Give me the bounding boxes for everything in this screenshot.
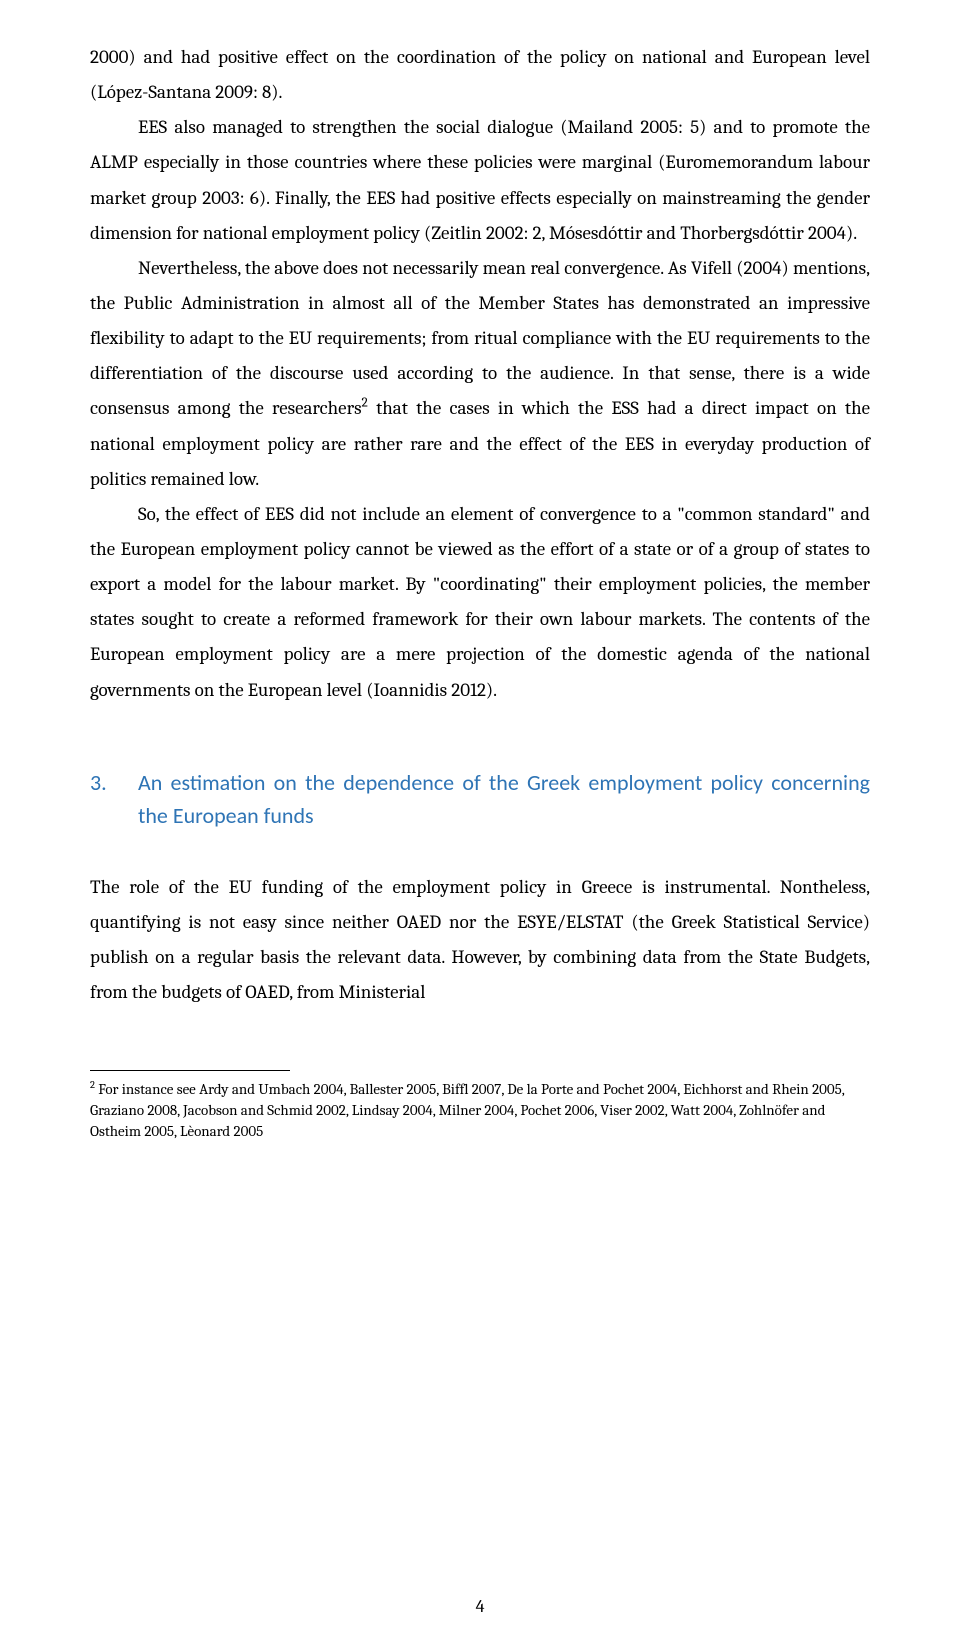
paragraph-4: So, the effect of EES did not include an… <box>90 497 870 708</box>
section-number: 3. <box>90 766 138 799</box>
footnote-separator <box>90 1070 290 1071</box>
section-heading-3: 3. An estimation on the dependence of th… <box>90 766 870 832</box>
footnote-text: For instance see Ardy and Umbach 2004, B… <box>90 1080 844 1140</box>
footnote-2: 2 For instance see Ardy and Umbach 2004,… <box>90 1079 870 1142</box>
paragraph-1: 2000) and had positive effect on the coo… <box>90 40 870 110</box>
page-number: 4 <box>0 1596 960 1617</box>
body-text-block-2: The role of the EU funding of the employ… <box>90 870 870 1011</box>
page-container: 2000) and had positive effect on the coo… <box>0 0 960 1645</box>
paragraph-3a: Nevertheless, the above does not necessa… <box>90 257 870 420</box>
paragraph-3: Nevertheless, the above does not necessa… <box>90 251 870 497</box>
section-title: An estimation on the dependence of the G… <box>138 766 870 832</box>
paragraph-2: EES also managed to strengthen the socia… <box>90 110 870 251</box>
paragraph-5: The role of the EU funding of the employ… <box>90 870 870 1011</box>
body-text-block-1: 2000) and had positive effect on the coo… <box>90 40 870 708</box>
